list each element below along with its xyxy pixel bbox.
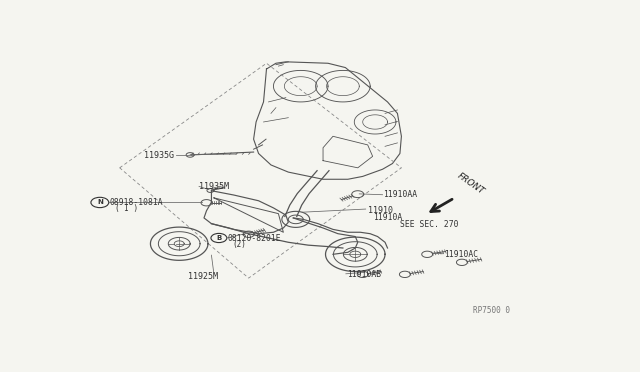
Text: RP7500 0: RP7500 0 bbox=[473, 306, 510, 315]
Text: 11910: 11910 bbox=[367, 206, 393, 215]
Text: 11935G: 11935G bbox=[145, 151, 175, 160]
Text: B: B bbox=[216, 235, 221, 241]
Text: ( I ): ( I ) bbox=[115, 204, 138, 213]
Text: 11910AA: 11910AA bbox=[383, 190, 418, 199]
Text: 11935M: 11935M bbox=[199, 182, 229, 191]
Text: 11910AB: 11910AB bbox=[347, 270, 381, 279]
Text: FRONT: FRONT bbox=[456, 171, 486, 196]
Text: 08120-8201E: 08120-8201E bbox=[228, 234, 282, 243]
Text: 11910AC: 11910AC bbox=[445, 250, 479, 259]
Text: N: N bbox=[97, 199, 103, 205]
Text: SEE SEC. 270: SEE SEC. 270 bbox=[400, 220, 458, 229]
Text: 11910A: 11910A bbox=[372, 213, 402, 222]
Text: (2): (2) bbox=[233, 240, 246, 249]
Text: 08918-1081A: 08918-1081A bbox=[110, 198, 163, 207]
Text: 11925M: 11925M bbox=[188, 272, 218, 280]
